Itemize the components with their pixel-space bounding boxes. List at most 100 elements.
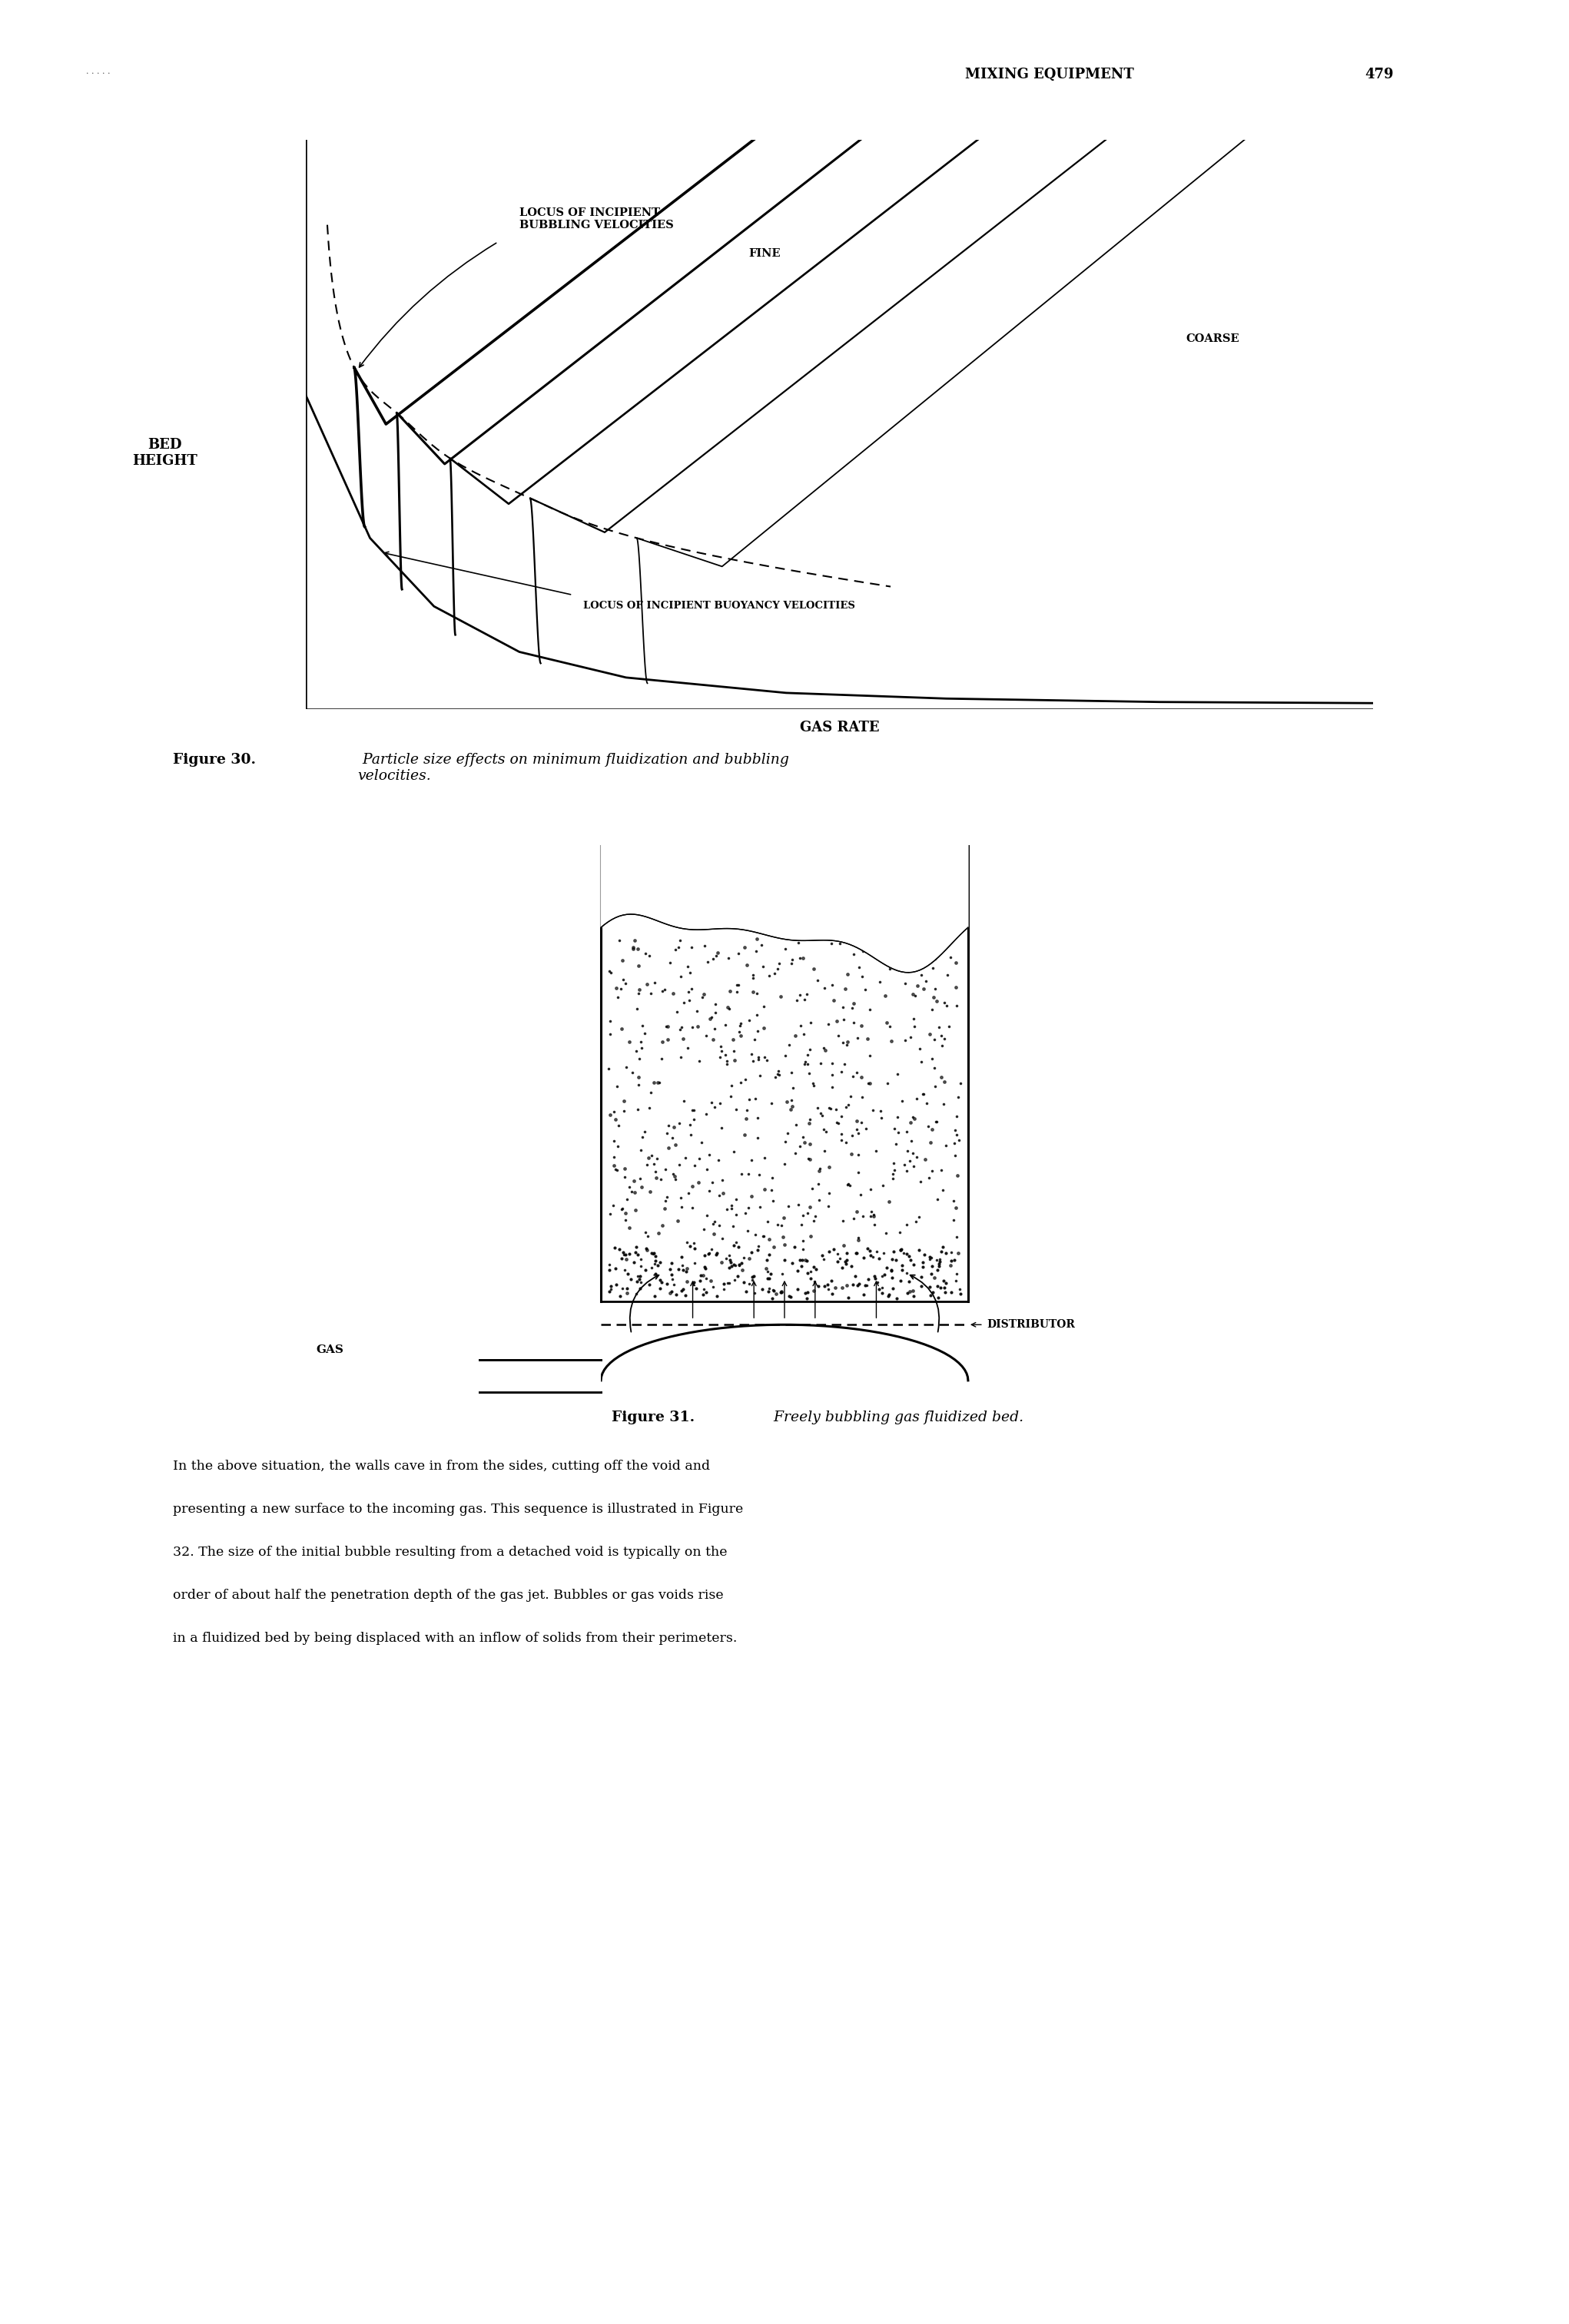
Point bbox=[602, 1250, 628, 1287]
Point bbox=[643, 1255, 668, 1292]
Point bbox=[615, 1269, 640, 1306]
Point bbox=[632, 934, 657, 971]
Point bbox=[855, 1229, 880, 1267]
Point bbox=[850, 1239, 876, 1276]
Point bbox=[817, 1090, 843, 1127]
Point bbox=[835, 1167, 860, 1204]
Point bbox=[769, 1274, 794, 1311]
Point bbox=[709, 1032, 734, 1069]
Point bbox=[866, 925, 891, 962]
Point bbox=[690, 1211, 715, 1248]
Point bbox=[659, 1260, 684, 1297]
Point bbox=[648, 1271, 673, 1308]
Point bbox=[938, 1274, 963, 1311]
Point bbox=[717, 1264, 742, 1301]
Point bbox=[805, 1267, 830, 1304]
Point bbox=[894, 1206, 919, 1243]
Point bbox=[838, 1078, 863, 1116]
Point bbox=[634, 1229, 659, 1267]
Point bbox=[703, 1011, 728, 1048]
Point bbox=[744, 976, 769, 1013]
Point bbox=[924, 1250, 949, 1287]
Point bbox=[675, 1262, 700, 1299]
Point bbox=[642, 1278, 667, 1315]
Point bbox=[926, 1269, 951, 1306]
Point bbox=[632, 1213, 657, 1250]
Bar bbox=[356, 1360, 601, 1392]
Point bbox=[865, 930, 890, 967]
Point bbox=[704, 1278, 730, 1315]
Point bbox=[613, 1202, 639, 1239]
Point bbox=[736, 1002, 761, 1039]
Point bbox=[750, 1271, 775, 1308]
Point bbox=[747, 1188, 772, 1225]
Text: presenting a new surface to the incoming gas. This sequence is illustrated in Fi: presenting a new surface to the incoming… bbox=[173, 1504, 742, 1515]
Point bbox=[662, 1157, 687, 1195]
Point bbox=[943, 969, 968, 1006]
Point bbox=[883, 1281, 908, 1318]
Point bbox=[770, 1218, 795, 1255]
Point bbox=[723, 1248, 748, 1285]
Point bbox=[704, 1234, 730, 1271]
Point bbox=[788, 1127, 813, 1164]
Point bbox=[692, 1248, 717, 1285]
Point bbox=[805, 1090, 830, 1127]
Point bbox=[741, 960, 766, 997]
Point bbox=[617, 1236, 642, 1274]
Point bbox=[861, 1206, 886, 1243]
Point bbox=[849, 1104, 874, 1141]
Point bbox=[715, 1264, 741, 1301]
Point bbox=[742, 1020, 767, 1057]
Point bbox=[648, 1243, 673, 1281]
Point bbox=[926, 1248, 951, 1285]
Point bbox=[833, 969, 858, 1006]
Point bbox=[850, 1078, 876, 1116]
Point bbox=[734, 1092, 759, 1129]
Point bbox=[777, 1278, 802, 1315]
Point bbox=[667, 1146, 692, 1183]
Point bbox=[759, 1160, 784, 1197]
Point bbox=[650, 974, 675, 1011]
Point bbox=[736, 1241, 761, 1278]
Point bbox=[929, 1057, 954, 1095]
Point bbox=[626, 1041, 651, 1078]
Point bbox=[946, 1234, 971, 1271]
Point bbox=[803, 1250, 828, 1287]
Point bbox=[904, 1204, 929, 1241]
Point bbox=[679, 1092, 704, 1129]
Point bbox=[665, 930, 690, 967]
Point bbox=[897, 1104, 923, 1141]
Point bbox=[808, 1095, 833, 1132]
Point bbox=[838, 1248, 863, 1285]
Point bbox=[719, 1190, 744, 1227]
Point bbox=[912, 1141, 937, 1178]
Point bbox=[676, 974, 701, 1011]
Point bbox=[907, 1030, 932, 1067]
Point bbox=[926, 1009, 951, 1046]
Point bbox=[934, 988, 959, 1025]
Point bbox=[907, 1232, 932, 1269]
Point bbox=[769, 978, 794, 1016]
Point bbox=[835, 1023, 860, 1060]
Point bbox=[923, 1020, 948, 1057]
Point bbox=[886, 1213, 912, 1250]
Text: BED
HEIGHT: BED HEIGHT bbox=[132, 439, 198, 467]
Point bbox=[828, 1053, 854, 1090]
Point bbox=[690, 1257, 715, 1294]
Point bbox=[739, 1262, 764, 1299]
Point bbox=[788, 1241, 813, 1278]
Point bbox=[752, 1218, 777, 1255]
Point bbox=[901, 1271, 926, 1308]
Point bbox=[759, 1171, 784, 1208]
Point bbox=[763, 1057, 788, 1095]
Point bbox=[918, 1255, 943, 1292]
Text: MIXING EQUIPMENT: MIXING EQUIPMENT bbox=[965, 67, 1134, 81]
Point bbox=[752, 1171, 777, 1208]
Point bbox=[766, 1206, 791, 1243]
Point bbox=[758, 1255, 783, 1292]
Point bbox=[832, 1227, 857, 1264]
Point bbox=[624, 1236, 650, 1274]
Point bbox=[792, 1043, 817, 1081]
Point bbox=[606, 1127, 631, 1164]
Point bbox=[736, 1155, 761, 1192]
